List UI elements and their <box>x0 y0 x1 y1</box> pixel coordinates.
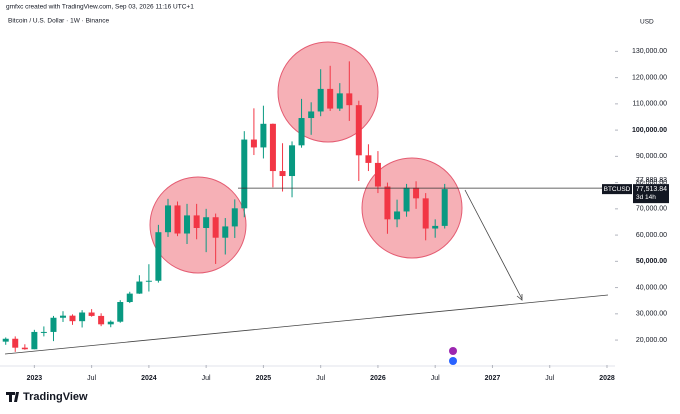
candle-body <box>279 171 286 177</box>
event-icon <box>449 347 457 355</box>
y-tick-label: 70,000.00 <box>636 206 667 213</box>
last-price-tag <box>633 184 669 204</box>
symbol-tag <box>602 184 632 195</box>
y-tick-label: 40,000.00 <box>636 284 667 291</box>
candle-body <box>422 198 429 229</box>
y-tick-label: 110,000.00 <box>632 101 667 108</box>
candle-body <box>31 331 38 350</box>
candle-body <box>193 215 200 228</box>
candle-body <box>346 93 353 106</box>
candle-body <box>50 317 57 332</box>
candle-body <box>336 93 343 109</box>
x-tick-label: Jul <box>545 375 554 382</box>
logo: TradingView <box>6 391 88 403</box>
y-tick-label: 30,000.00 <box>636 311 667 318</box>
candle-body <box>98 315 105 325</box>
y-tick-label: 90,000.00 <box>636 153 667 160</box>
brand: TradingView <box>23 391 88 403</box>
candle-body <box>269 123 276 172</box>
x-tick-label: Jul <box>202 375 211 382</box>
x-tick-label: 2027 <box>485 375 501 382</box>
x-tick-label: Jul <box>87 375 96 382</box>
candle-body <box>21 347 28 350</box>
candle-body <box>203 217 210 228</box>
attribution: gmfxc created with TradingView.com, Sep … <box>6 4 194 11</box>
candle-body <box>365 155 372 163</box>
candle-body <box>126 293 133 303</box>
candle-body <box>289 145 296 177</box>
x-tick-label: 2026 <box>370 375 386 382</box>
y-tick-label: 20,000.00 <box>636 337 667 344</box>
event-icon <box>449 357 457 365</box>
candle-body <box>155 232 162 281</box>
candle-body <box>107 321 114 325</box>
candle-body <box>355 105 362 156</box>
candle-body <box>403 187 410 212</box>
candle-body <box>298 118 305 146</box>
x-tick-label: Jul <box>316 375 325 382</box>
y-tick-label: 50,000.00 <box>636 258 667 265</box>
countdown: 3d 14h <box>636 194 656 201</box>
candle-body <box>432 225 439 229</box>
price-line-label: 77,889.83 <box>636 177 667 184</box>
candle-body <box>241 139 248 209</box>
candle-body <box>117 302 124 322</box>
arrow-head <box>516 294 523 301</box>
last-price-label: 77,513.84 <box>636 186 667 193</box>
candle-body <box>88 312 95 316</box>
x-tick-label: 2025 <box>256 375 272 382</box>
candle-body <box>308 111 315 119</box>
candle-body <box>40 331 47 333</box>
x-tick-label: 2028 <box>599 375 615 382</box>
candle-body <box>165 205 172 233</box>
candle-body <box>2 338 9 342</box>
y-tick-label: 60,000.00 <box>636 232 667 239</box>
candle-body <box>69 315 76 322</box>
x-tick-label: 2023 <box>27 375 43 382</box>
candle-body <box>12 338 19 348</box>
candle-body <box>184 215 191 234</box>
candle-body <box>260 123 267 148</box>
candle-body <box>327 88 334 109</box>
candle-body <box>394 211 401 220</box>
y-tick-label: 100,000.00 <box>632 127 667 134</box>
y-tick-label: 80,000.00 <box>636 179 667 186</box>
candle-body <box>374 162 381 187</box>
candle-body <box>79 312 86 322</box>
candle-body <box>250 139 257 148</box>
candle-body <box>231 208 238 227</box>
candle-body <box>174 205 181 234</box>
currency: USD <box>640 19 654 26</box>
candle-body <box>136 281 143 294</box>
candle-body <box>413 187 420 199</box>
y-tick-label: 120,000.00 <box>632 74 667 81</box>
candle-body <box>212 217 219 238</box>
candle-body <box>145 280 152 282</box>
y-tick-label: 130,000.00 <box>632 48 667 55</box>
candle-body <box>317 88 324 112</box>
candle-body <box>222 226 229 238</box>
chart-title: Bitcoin / U.S. Dollar · 1W · Binance <box>8 18 110 25</box>
candle-body <box>384 186 391 220</box>
logo-mark <box>6 392 19 402</box>
x-tick-label: Jul <box>431 375 440 382</box>
arrow <box>464 189 523 300</box>
symbol-label: BTCUSD <box>604 186 631 193</box>
x-tick-label: 2024 <box>141 375 157 382</box>
trend-line <box>4 294 609 355</box>
candle-body <box>59 315 66 318</box>
candle-body <box>441 189 448 226</box>
plot <box>2 61 448 352</box>
